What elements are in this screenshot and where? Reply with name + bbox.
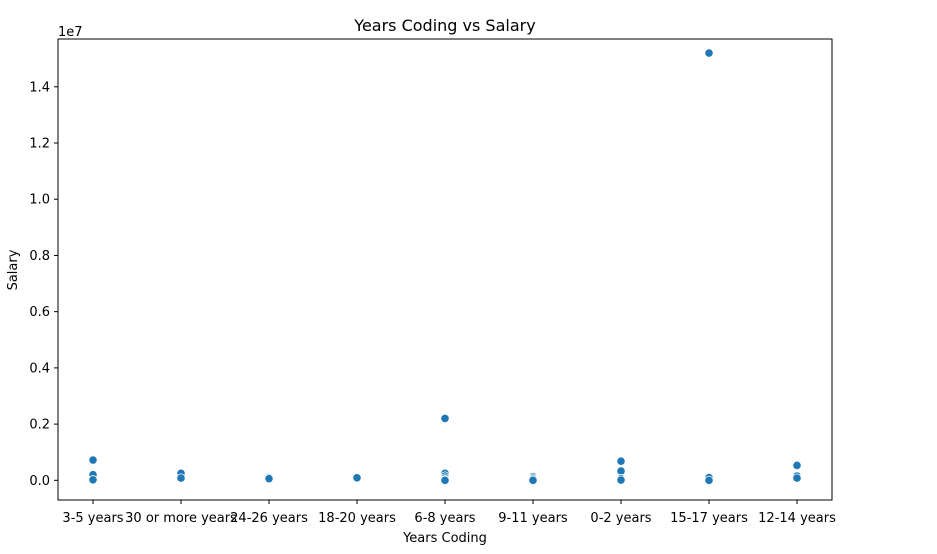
data-point <box>616 456 626 466</box>
x-tick-label: 18-20 years <box>318 511 396 526</box>
y-tick-label: 0.8 <box>29 249 50 264</box>
y-tick-label: 0.2 <box>29 418 50 433</box>
x-tick-label: 3-5 years <box>62 511 123 526</box>
data-point <box>440 413 450 424</box>
x-tick-label: 6-8 years <box>414 511 475 526</box>
x-tick-label: 12-14 years <box>758 511 836 526</box>
data-point <box>792 473 802 483</box>
data-point <box>616 466 626 476</box>
data-point <box>616 475 626 485</box>
data-point <box>88 475 98 485</box>
data-point <box>704 48 714 58</box>
y-tick-label: 0.0 <box>29 474 50 489</box>
data-point <box>528 475 538 485</box>
x-tick-label: 30 or more years <box>125 511 237 526</box>
y-offset-label: 1e7 <box>58 25 83 40</box>
y-axis-ticks: 0.0 0.2 0.4 0.6 0.8 1.0 1.2 1.4 <box>29 80 58 489</box>
data-point <box>176 473 186 483</box>
x-axis-label: Years Coding <box>402 531 487 546</box>
data-point <box>264 474 274 484</box>
data-point <box>88 455 98 465</box>
y-tick-label: 0.6 <box>29 305 50 320</box>
plot-area-frame <box>57 38 833 501</box>
y-tick-label: 1.4 <box>29 80 50 95</box>
y-axis-label: Salary <box>6 249 21 290</box>
x-tick-label: 9-11 years <box>498 511 568 526</box>
y-tick-label: 1.2 <box>29 137 50 152</box>
x-tick-label: 0-2 years <box>590 511 651 526</box>
data-point <box>440 475 450 485</box>
data-points <box>88 48 802 485</box>
chart-title: Years Coding vs Salary <box>353 16 535 35</box>
x-tick-label: 24-26 years <box>230 511 308 526</box>
y-tick-label: 0.4 <box>29 361 50 376</box>
x-tick-label: 15-17 years <box>670 511 748 526</box>
data-point <box>352 473 362 483</box>
data-point <box>792 460 802 471</box>
y-tick-label: 1.0 <box>29 193 50 208</box>
data-point <box>704 475 714 485</box>
